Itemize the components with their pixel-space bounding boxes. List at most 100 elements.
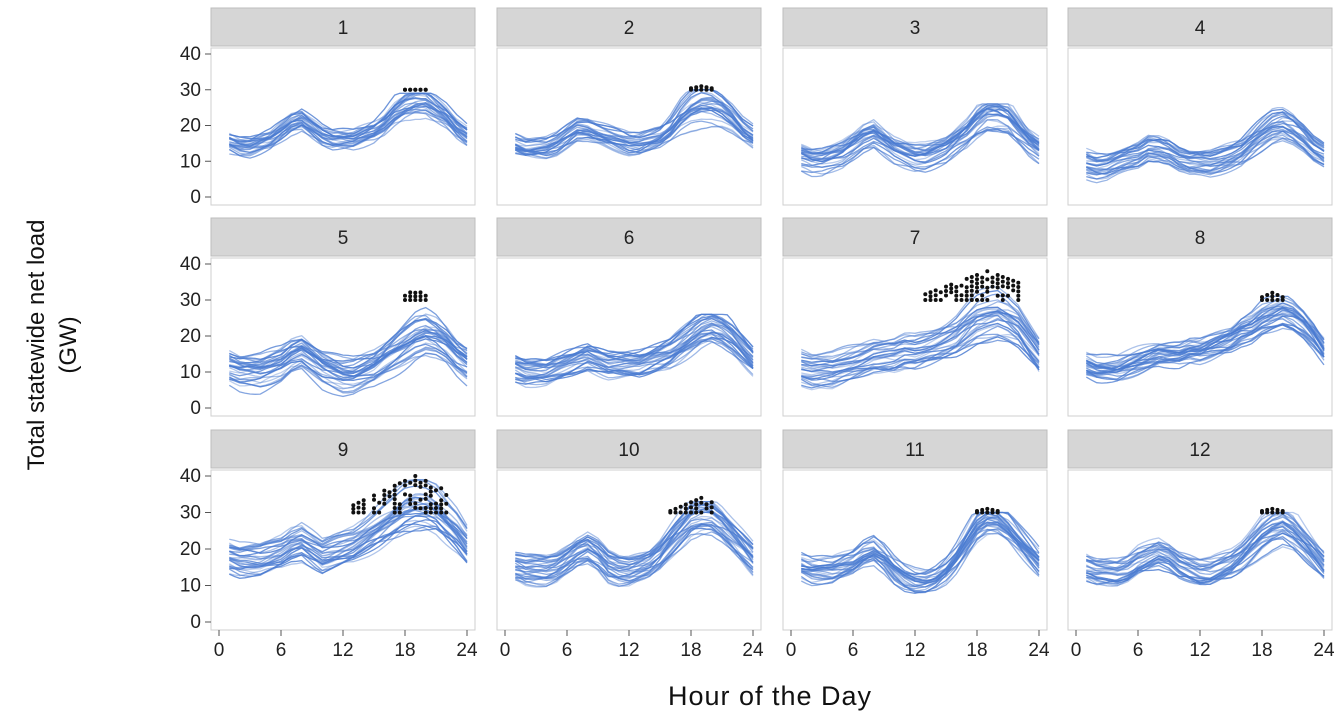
- net-load-line-6-25: [515, 313, 754, 361]
- net-load-line-12-27: [1086, 529, 1325, 571]
- net-load-line-5-23: [229, 332, 468, 382]
- peak-marker-7-56: [995, 281, 1000, 286]
- peak-marker-9-34: [403, 492, 407, 497]
- net-load-line-5-27: [229, 335, 468, 379]
- x-tick-label-10-0: 0: [500, 640, 511, 661]
- net-load-line-3-27: [800, 118, 1040, 178]
- peak-marker-9-71: [444, 510, 449, 515]
- panel-strip-label-7: 7: [910, 228, 921, 249]
- panel-5: 5 0 10 20 30 40: [180, 217, 476, 419]
- panel-strip-label-5: 5: [338, 228, 349, 249]
- peak-marker-9-19: [382, 493, 387, 497]
- net-load-line-7-19: [801, 317, 1040, 388]
- peak-marker-7-45: [980, 275, 985, 280]
- peak-marker-9-64: [434, 501, 438, 506]
- peak-marker-5-12: [423, 298, 428, 302]
- peak-marker-9-51: [423, 506, 428, 510]
- net-load-line-6-21: [515, 329, 754, 385]
- net-load-line-6-30: [515, 320, 754, 369]
- net-load-line-11-25: [801, 524, 1040, 592]
- peak-marker-7-61: [1000, 284, 1005, 289]
- net-load-line-10-29: [515, 518, 754, 570]
- panel-2: 2: [496, 7, 762, 206]
- x-tick-label-10-6: 6: [562, 640, 573, 661]
- peak-marker-8-3: [1265, 298, 1270, 302]
- net-load-line-10-28: [515, 515, 754, 564]
- net-load-line-8-14: [1086, 310, 1325, 375]
- net-load-line-8-11: [1085, 309, 1325, 380]
- net-load-line-10-27: [515, 521, 754, 587]
- peak-marker-7-71: [1016, 298, 1021, 302]
- net-load-line-7-11: [801, 322, 1040, 380]
- peak-marker-9-52: [423, 496, 428, 501]
- net-load-line-4-4: [1086, 134, 1325, 184]
- peak-marker-5-1: [403, 298, 407, 302]
- peak-marker-7-16: [949, 282, 954, 287]
- peak-marker-7-22: [959, 293, 964, 298]
- peak-marker-10-14: [694, 506, 699, 511]
- peak-marker-7-11: [944, 293, 948, 298]
- peak-marker-5-10: [418, 294, 423, 299]
- net-load-line-6-8: [515, 316, 754, 362]
- y-tick-label-5-0: 0: [190, 398, 201, 419]
- peak-marker-9-43: [413, 483, 418, 488]
- net-load-line-3-19: [801, 108, 1040, 153]
- net-load-line-2-22: [514, 97, 754, 151]
- peak-marker-7-8: [933, 288, 938, 293]
- peak-marker-10-22: [709, 510, 714, 515]
- peak-marker-9-68: [439, 502, 444, 507]
- net-load-line-1-20: [229, 92, 468, 138]
- peak-marker-7-13: [944, 284, 948, 289]
- peak-marker-2-10: [709, 86, 714, 91]
- panel-strip-10: [496, 429, 762, 469]
- y-tick-label-1-0: 0: [190, 187, 201, 208]
- net-load-line-8-29: [1086, 314, 1325, 377]
- net-load-line-4-9: [1085, 115, 1325, 162]
- peak-marker-5-9: [418, 298, 423, 302]
- peak-marker-1-8: [418, 87, 423, 92]
- peak-marker-5-7: [413, 294, 418, 299]
- x-tick-label-11-0: 0: [786, 640, 797, 661]
- peak-marker-9-56: [428, 510, 433, 515]
- panel-strip-label-4: 4: [1195, 18, 1206, 39]
- peak-marker-1-10: [423, 87, 428, 92]
- y-tick-label-1-20: 20: [180, 116, 201, 137]
- net-load-line-9-17: [229, 485, 468, 550]
- y-tick-label-5-40: 40: [180, 254, 201, 275]
- x-tick-label-12-12: 12: [1189, 640, 1210, 661]
- peak-marker-7-73: [1016, 289, 1021, 294]
- peak-marker-10-13: [694, 510, 699, 515]
- x-tick-label-12-0: 0: [1071, 640, 1082, 661]
- y-tick-label-1-40: 40: [180, 44, 201, 65]
- y-tick-label-5-30: 30: [180, 290, 201, 311]
- net-load-line-7-23: [801, 339, 1040, 383]
- net-load-line-6-28: [515, 331, 754, 374]
- peak-marker-7-19: [954, 289, 959, 294]
- peak-marker-7-41: [980, 298, 985, 302]
- panel-6: 6: [496, 217, 762, 417]
- peak-marker-5-4: [408, 294, 413, 299]
- peak-marker-10-19: [699, 495, 704, 500]
- net-load-line-8-26: [1086, 307, 1325, 370]
- net-load-line-8-30: [1085, 302, 1325, 369]
- net-load-line-4-21: [1085, 130, 1325, 180]
- peak-marker-8-11: [1280, 295, 1285, 300]
- panel-plot-area-10: [496, 469, 762, 631]
- panel-9: 9 0 10 20 30 40 0 6 12 18 24: [180, 429, 478, 661]
- net-load-line-3-17: [801, 105, 1040, 155]
- net-load-line-7-22: [801, 308, 1040, 370]
- peak-marker-2-8: [704, 85, 709, 90]
- peak-marker-9-48: [418, 484, 423, 489]
- peak-marker-7-34: [969, 275, 974, 279]
- peak-marker-7-75: [1016, 280, 1021, 285]
- net-load-line-9-8: [229, 515, 468, 560]
- peak-marker-9-15: [377, 510, 382, 515]
- net-load-line-1-1: [228, 102, 468, 159]
- net-load-line-11-12: [801, 511, 1040, 583]
- net-load-line-5-19: [229, 330, 468, 364]
- panel-strip-12: [1067, 429, 1333, 469]
- panel-12: 12 0 6 12 18 24: [1067, 429, 1335, 661]
- net-load-line-2-21: [515, 120, 754, 155]
- net-load-line-7-8: [801, 333, 1040, 378]
- peak-marker-8-9: [1275, 293, 1280, 297]
